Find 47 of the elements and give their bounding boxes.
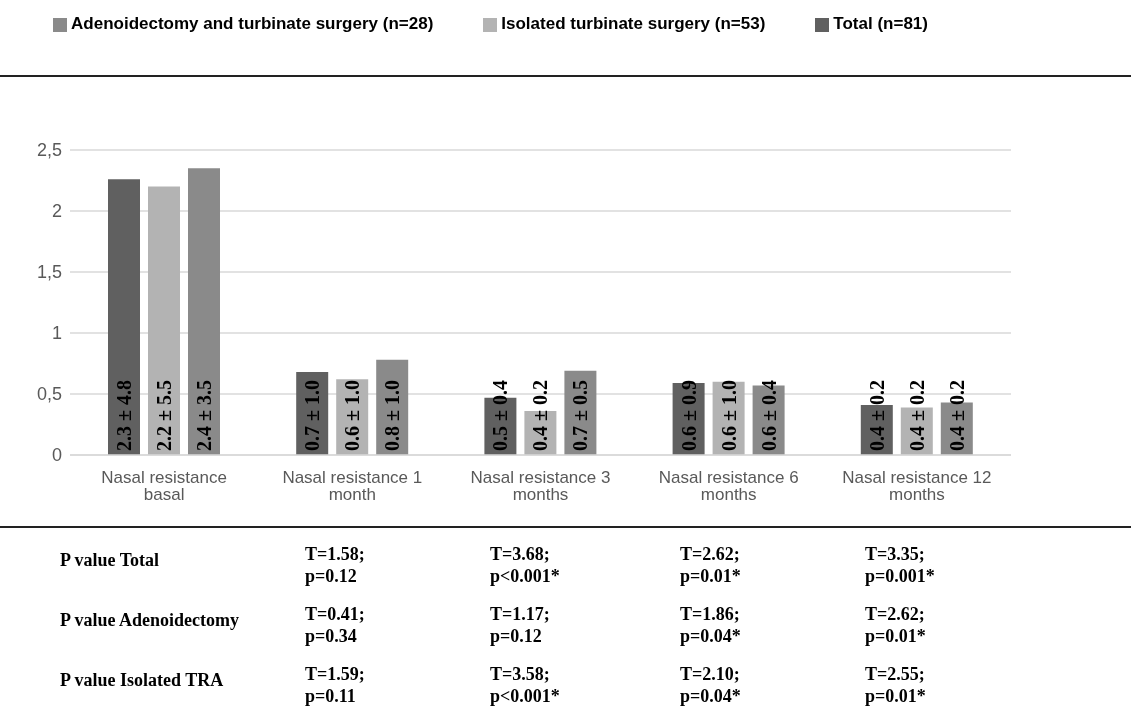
y-tick-label: 1,5: [36, 262, 62, 283]
data-label: 0.8 ± 1.0: [381, 380, 404, 451]
x-tick-label: Nasal resistance 12 months: [842, 468, 992, 505]
y-tick-label: 2,5: [36, 140, 62, 161]
data-label: 0.5 ± 0.4: [489, 380, 512, 451]
data-label: 0.4 ± 0.2: [529, 380, 552, 451]
text: T=2.55; p=0.01*: [865, 663, 927, 707]
x-tick-label: Nasal resistance 1 month: [282, 468, 423, 505]
data-label: 2.3 ± 4.8: [113, 380, 135, 451]
data-label: 0.6 ± 0.4: [757, 380, 780, 451]
text: P value Adenoidectomy: [60, 609, 239, 631]
legend-label: Total (n=81): [833, 14, 928, 33]
text: T=2.10; p=0.04*: [680, 663, 742, 707]
data-label: 0.4 ± 0.2: [945, 380, 968, 451]
y-tick-label: 2: [51, 201, 62, 222]
y-tick-label: 1: [51, 323, 62, 344]
data-label: 0.7 ± 1.0: [301, 380, 324, 451]
text: T=0.41; p=0.34: [305, 603, 366, 647]
x-tick-label: Nasal resistance basal: [101, 468, 227, 505]
legend-label: Adenoidectomy and turbinate surgery (n=28): [71, 14, 434, 33]
data-label: 2.2 ± 5.5: [153, 380, 175, 451]
text: T=1.58; p=0.12: [305, 543, 366, 587]
bar: [148, 186, 180, 455]
bar: [108, 179, 140, 455]
data-label: 0.6 ± 0.9: [677, 380, 700, 451]
text: T=2.62; p=0.01*: [865, 603, 927, 647]
text: T=1.17; p=0.12: [490, 603, 551, 647]
data-label: 0.4 ± 0.2: [865, 380, 888, 451]
text: P value Isolated TRA: [60, 669, 224, 691]
data-label: 0.6 ± 1.0: [341, 380, 364, 451]
x-tick-label: Nasal resistance 3 months: [470, 468, 611, 505]
x-tick-label: Nasal resistance 6 months: [658, 468, 799, 505]
data-label: 0.7 ± 0.5: [569, 380, 592, 451]
y-tick-label: 0: [51, 445, 62, 466]
data-label: 0.6 ± 1.0: [717, 380, 740, 451]
text: T=1.59; p=0.11: [305, 663, 366, 707]
text: T=2.62; p=0.01*: [680, 543, 742, 587]
text: T=3.58; p<0.001*: [490, 663, 561, 707]
data-label: 2.4 ± 3.5: [193, 380, 215, 451]
legend-label: Isolated turbinate surgery (n=53): [501, 14, 766, 33]
text: T=3.35; p=0.001*: [865, 543, 936, 587]
bar: [188, 168, 220, 455]
text: P value Total: [60, 549, 160, 571]
text: T=1.86; p=0.04*: [680, 603, 742, 647]
data-label: 0.4 ± 0.2: [905, 380, 928, 451]
text: T=3.68; p<0.001*: [490, 543, 561, 587]
y-tick-label: 0,5: [36, 384, 62, 405]
